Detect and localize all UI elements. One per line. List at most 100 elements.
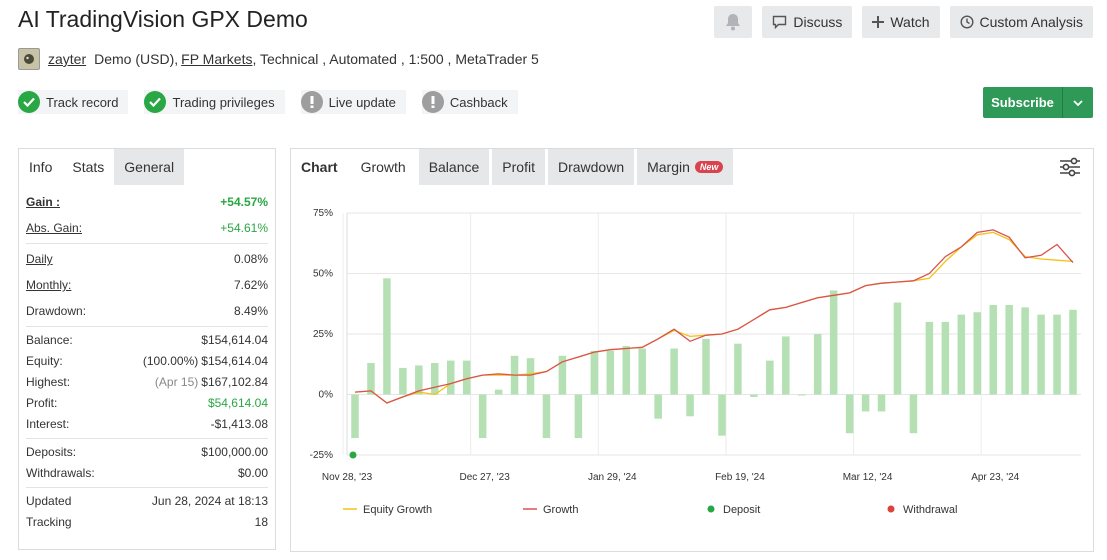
stat-amount: $167,102.84: [201, 374, 268, 389]
stat-value: 7.62%: [233, 278, 268, 292]
tab-growth[interactable]: Growth: [360, 159, 406, 175]
x-tick-label: Apr 23, '24: [971, 472, 1019, 483]
stat-label: Balance:: [26, 332, 73, 347]
chart-bar: [718, 394, 726, 436]
growth-chart[interactable]: 75% 50% 25% 0% -25% Nov 28, '23 Dec 27, '23 Jan…: [291, 185, 1093, 551]
stat-value: (Apr 15) $167,102.84: [155, 375, 268, 389]
x-tick-label: Dec 27, '23: [460, 472, 511, 483]
chart-bar: [542, 394, 551, 439]
chart-bar: [574, 394, 583, 439]
stat-value: $154,614.04: [201, 332, 268, 347]
chart-bar: [686, 394, 694, 417]
notify-button[interactable]: [714, 6, 753, 38]
custom-analysis-label: Custom Analysis: [979, 14, 1083, 30]
tab-stats[interactable]: Stats: [62, 149, 115, 185]
chart-bar: [1053, 314, 1061, 395]
tab-general[interactable]: General: [114, 149, 185, 185]
stat-label: Deposits:: [26, 444, 77, 459]
top-actions: Discuss Watch Custom Analysis: [714, 6, 1093, 38]
exclamation-icon: [300, 91, 323, 113]
stat-label: Drawdown:: [26, 304, 87, 318]
stat-prefix: (100.00%): [142, 353, 199, 368]
badge-label: Cashback: [449, 94, 508, 110]
chart-bar: [845, 394, 854, 434]
stat-value: 8.49%: [233, 304, 268, 318]
badge-trading-privileges[interactable]: Trading privileges: [144, 90, 285, 114]
stat-tracking: Tracking 18: [26, 511, 268, 532]
legend-label: Equity Growth: [363, 504, 432, 516]
badge-live-update[interactable]: Live update: [300, 90, 406, 114]
growth-line: [354, 229, 1074, 404]
chart-bar: [351, 394, 359, 439]
chart-bar: [829, 290, 838, 395]
divider: [26, 243, 268, 244]
stat-abs-gain: Abs. Gain: +54.61%: [26, 215, 268, 241]
chart-bar: [798, 394, 806, 396]
user-link[interactable]: zayter: [48, 51, 87, 67]
tab-chart[interactable]: Chart: [301, 159, 338, 175]
tab-margin-label: Margin: [647, 159, 690, 175]
stat-profit: Profit: $54,614.04: [26, 392, 268, 413]
chart-bar: [622, 346, 630, 395]
chart-bar: [415, 365, 423, 395]
chart-bar: [606, 350, 615, 395]
tab-info[interactable]: Info: [29, 159, 53, 175]
custom-analysis-button[interactable]: Custom Analysis: [949, 6, 1093, 38]
chart-bar: [973, 312, 982, 395]
subscribe-label: Subscribe: [983, 87, 1063, 118]
watch-button[interactable]: Watch: [862, 6, 940, 38]
stat-value: +54.57%: [220, 195, 268, 209]
chart-settings-button[interactable]: [1059, 157, 1081, 182]
stat-updated: Updated Jun 28, 2024 at 18:13: [26, 490, 268, 511]
stat-label[interactable]: Abs. Gain:: [26, 221, 83, 235]
stat-label: Equity:: [26, 353, 63, 368]
stat-value: $100,000.00: [201, 444, 268, 459]
chart-bar: [766, 360, 774, 395]
divider: [26, 438, 268, 439]
stats-list: Gain : +54.57% Abs. Gain: +54.61% Daily …: [19, 185, 275, 532]
divider: [26, 487, 268, 488]
bell-icon: [725, 13, 741, 31]
avatar[interactable]: [18, 48, 40, 70]
legend-label: Withdrawal: [903, 504, 957, 516]
chart-bar: [1037, 314, 1045, 395]
tab-drawdown[interactable]: Drawdown: [547, 149, 635, 185]
stat-daily: Daily 0.08%: [26, 246, 268, 272]
stats-panel: Info Stats General Gain : +54.57% Abs. G…: [18, 148, 276, 550]
chart-bar: [909, 394, 918, 434]
plus-icon: [872, 16, 885, 28]
broker-link[interactable]: FP Markets: [181, 51, 253, 67]
chart-bar: [893, 302, 902, 395]
subscribe-button[interactable]: Subscribe: [983, 87, 1093, 118]
stat-label[interactable]: Monthly:: [26, 278, 72, 292]
chart-bar: [446, 360, 455, 395]
clock-icon: [960, 15, 974, 29]
badge-label: Track record: [46, 94, 119, 110]
x-tick-label: Jan 29, '24: [588, 472, 637, 483]
chart-bar: [638, 348, 646, 395]
chevron-down-icon[interactable]: [1063, 87, 1093, 118]
stat-prefix: (Apr 15): [154, 374, 199, 389]
stat-label[interactable]: Daily: [26, 252, 53, 266]
tab-profit[interactable]: Profit: [492, 149, 545, 185]
badge-cashback[interactable]: Cashback: [421, 90, 518, 114]
chart-bar: [399, 367, 407, 395]
tab-balance[interactable]: Balance: [418, 149, 490, 185]
stat-value: +54.61%: [220, 221, 268, 235]
stat-monthly: Monthly: 7.62%: [26, 272, 268, 298]
chart-bar: [367, 363, 375, 395]
stat-deposits: Deposits: $100,000.00: [26, 441, 268, 462]
stat-label: Updated: [26, 493, 72, 508]
legend-label: Growth: [543, 504, 578, 516]
badge-track-record[interactable]: Track record: [18, 90, 129, 114]
stat-label[interactable]: Gain :: [26, 195, 61, 209]
chart-bar: [526, 358, 535, 395]
tab-margin[interactable]: Margin New: [637, 149, 734, 185]
stat-amount: $154,614.04: [201, 353, 268, 368]
stat-label: Highest:: [26, 374, 71, 389]
discuss-button[interactable]: Discuss: [762, 6, 853, 38]
badges: Track record Trading privileges Live upd…: [18, 90, 518, 114]
chart-bar: [431, 363, 439, 395]
chart-bar: [989, 304, 997, 395]
legend-swatch: [707, 505, 715, 513]
